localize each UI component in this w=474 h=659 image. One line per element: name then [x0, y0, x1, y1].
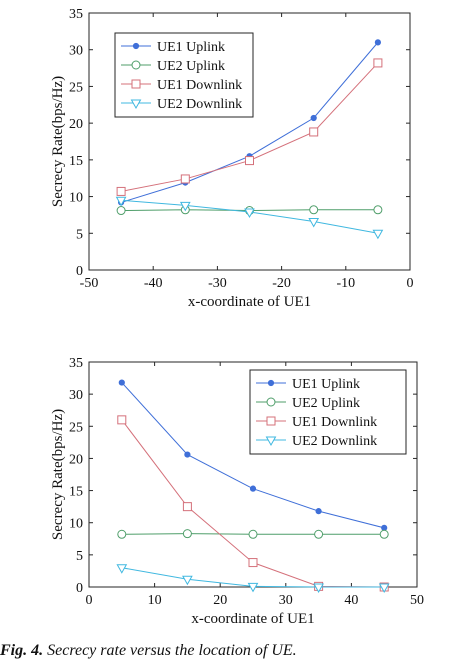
bottom-y-tick-label: 25 [69, 420, 83, 435]
bottom-x-tick-label: 0 [86, 593, 93, 608]
caption-label: Fig. 4. [0, 642, 44, 659]
figure-caption: Fig. 4. Secrecy rate versus the location… [0, 642, 474, 659]
bottom-series-2-point [248, 558, 258, 568]
chart-bottom: 0 10 20 30 40 50 0 5 10 15 20 25 30 35 x-coordinate of… [50, 356, 424, 627]
top-series-3-point [115, 196, 127, 207]
bottom-legend-swatch-marker [266, 397, 276, 407]
top-legend-label: UE2 Uplink [157, 59, 225, 74]
top-series-1-point [373, 205, 383, 215]
top-x-tick-label: 0 [407, 276, 414, 291]
bottom-series-1-point [182, 529, 192, 539]
top-series-3-point [244, 208, 255, 219]
bottom-y-tick-label: 20 [69, 452, 83, 467]
top-legend-label: UE1 Uplink [157, 40, 225, 55]
bottom-x-tick-label: 20 [213, 593, 227, 608]
bottom-y-tick-label: 0 [76, 581, 83, 596]
bottom-series-3-point [247, 582, 259, 593]
bottom-x-tick-label: 40 [344, 593, 358, 608]
top-y-tick-label: 35 [69, 7, 83, 22]
bottom-legend-label: UE1 Uplink [292, 377, 360, 392]
bottom-series-0-point [249, 485, 257, 492]
top-legend-label: UE2 Downlink [157, 97, 242, 112]
bottom-x-axis-label: x-coordinate of UE1 [191, 611, 314, 627]
bottom-series-0-point [315, 508, 322, 515]
top-y-tick-label: 15 [69, 154, 83, 169]
bottom-y-tick-label: 5 [76, 549, 83, 564]
top-series-2-point [180, 174, 190, 184]
chart-top: -50 -40 -30 -20 -10 0 0 5 10 15 20 25 30 35 x-coordina… [50, 7, 414, 310]
bottom-legend-swatch-marker [266, 416, 276, 426]
top-legend-swatch-marker [131, 60, 141, 70]
top-legend-swatch-marker [132, 42, 140, 50]
top-x-tick-label: -10 [336, 276, 355, 291]
bottom-series-1-point [117, 529, 127, 539]
bottom-x-tick-label: 30 [279, 593, 293, 608]
top-series-3-point [308, 218, 320, 228]
caption-text: Secrecy rate versus the location of UE. [47, 642, 297, 659]
bottom-series-1-point [379, 529, 389, 539]
bottom-series-2-point [117, 415, 127, 425]
bottom-series-1-point [314, 529, 324, 539]
top-series-2-point [373, 58, 383, 68]
bottom-y-tick-label: 30 [69, 388, 83, 403]
top-series-1-point [309, 205, 319, 215]
top-x-tick-label: -40 [144, 276, 163, 291]
bottom-legend-swatch-marker [267, 379, 275, 387]
top-series-2-point [116, 186, 126, 196]
top-y-tick-label: 25 [69, 80, 83, 95]
bottom-legend-label: UE2 Uplink [292, 396, 360, 411]
bottom-y-tick-label: 35 [69, 356, 83, 371]
top-y-axis-label: Secrecy Rate(bps/Hz) [50, 76, 66, 207]
top-x-tick-label: -20 [272, 276, 291, 291]
top-series-2-point [245, 156, 254, 166]
bottom-y-tick-label: 10 [69, 517, 83, 532]
bottom-series-1-point [248, 529, 258, 539]
top-series-1-point [116, 206, 126, 216]
bottom-series-2-point [182, 502, 192, 512]
top-series-2-point [309, 127, 319, 137]
top-x-tick-label: -30 [208, 276, 227, 291]
top-y-tick-label: 5 [76, 227, 83, 242]
top-y-tick-label: 30 [69, 44, 83, 59]
top-series-3-point [179, 201, 191, 212]
top-legend-label: UE1 Downlink [157, 78, 242, 93]
top-x-tick-label: -50 [80, 276, 99, 291]
bottom-y-axis-label: Secrecy Rate(bps/Hz) [50, 409, 66, 540]
bottom-series-3-point [378, 583, 390, 594]
top-y-tick-label: 0 [76, 264, 83, 279]
bottom-series-0-point [184, 451, 191, 458]
top-legend-swatch-marker [131, 79, 141, 89]
top-series-3-point [372, 229, 384, 240]
bottom-series-3-point [116, 564, 128, 574]
bottom-legend-label: UE1 Downlink [292, 415, 377, 430]
bottom-y-tick-label: 15 [69, 485, 83, 500]
bottom-x-tick-label: 50 [410, 593, 424, 608]
top-y-tick-label: 20 [69, 117, 83, 132]
top-legend-swatch-marker [130, 99, 142, 110]
bottom-series-3-point [313, 583, 324, 594]
top-series-0-point [374, 39, 381, 46]
bottom-x-tick-label: 10 [148, 593, 162, 608]
top-series-0-point [310, 114, 317, 122]
bottom-series-3-point [182, 575, 193, 586]
bottom-legend-swatch-marker [265, 436, 277, 447]
top-x-axis-label: x-coordinate of UE1 [188, 294, 311, 310]
top-y-tick-label: 10 [69, 191, 83, 206]
bottom-series-0-point [118, 379, 125, 386]
bottom-legend-label: UE2 Downlink [292, 434, 377, 449]
bottom-series-0-point [381, 524, 388, 531]
